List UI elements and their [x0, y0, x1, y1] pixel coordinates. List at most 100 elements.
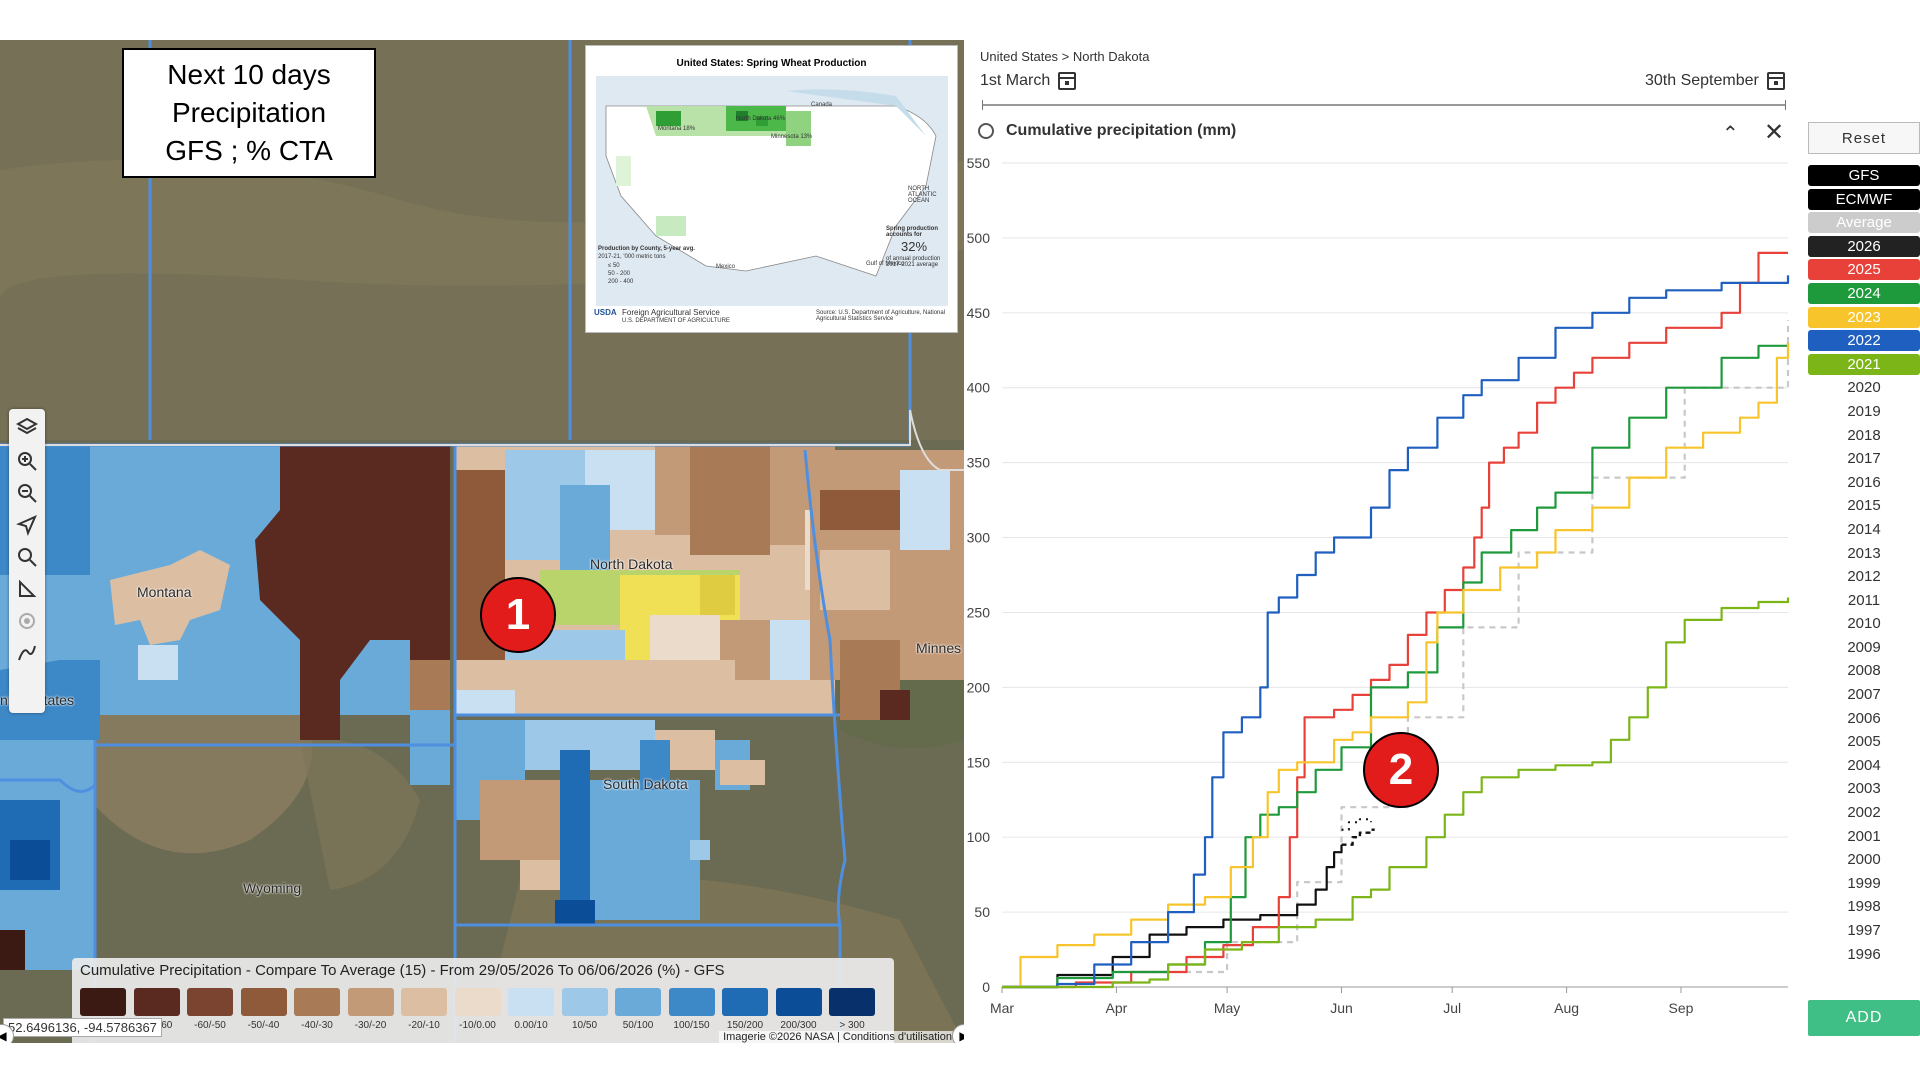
close-chart-button[interactable]: ✕ [1764, 119, 1785, 146]
label-wyoming: Wyoming [243, 880, 302, 896]
expand-right-icon[interactable]: ▶ [952, 1024, 964, 1043]
y-tick-label: 100 [967, 829, 991, 845]
legend-swatch [80, 988, 126, 1016]
start-date-field[interactable]: 1st March [980, 72, 1077, 90]
series-toggle-2013[interactable]: 2013 [1847, 544, 1881, 562]
map-view[interactable]: Next 10 days Precipitation GFS ; % CTA U… [0, 40, 964, 1043]
cumulative-precipitation-chart: 0 50 100 150 200 250 300 350 400 450 500 550 Mar Apr M… [967, 155, 1790, 1016]
series-toggle-2008[interactable]: 2008 [1847, 662, 1881, 680]
zoom-out-icon[interactable] [13, 479, 41, 507]
inset-label-atlantic: NORTH ATLANTIC OCEAN [908, 186, 937, 204]
label-south-dakota: South Dakota [603, 776, 688, 792]
legend-swatch-label: -10/0.00 [459, 1020, 496, 1031]
series-toggle-2015[interactable]: 2015 [1847, 497, 1881, 515]
measure-icon[interactable] [13, 575, 41, 603]
legend-swatch [347, 988, 394, 1016]
series-toggle-2012[interactable]: 2012 [1847, 568, 1881, 586]
series-toggle-2016[interactable]: 2016 [1847, 473, 1881, 491]
reset-button[interactable]: Reset [1808, 122, 1920, 154]
series-toggle-2004[interactable]: 2004 [1847, 756, 1881, 774]
inset-label-gulf: Gulf of Mexico [866, 261, 905, 267]
legend-swatch-label: -40/-30 [301, 1020, 333, 1031]
zoom-in-icon[interactable] [13, 447, 41, 475]
legend-swatch-label: 200/300 [780, 1020, 817, 1031]
title-line-3: GFS ; % CTA [165, 135, 333, 166]
locate-icon[interactable] [13, 511, 41, 539]
inset-title: United States: Spring Wheat Production [676, 58, 867, 69]
series-line-ecmwf [1341, 818, 1372, 831]
inset-legend-item: 200 - 400 [608, 279, 634, 285]
inset-agency-sub: U.S. DEPARTMENT OF AGRICULTURE [622, 318, 730, 324]
collapse-chart-button[interactable]: ⌃ [1722, 123, 1739, 145]
series-toggle-1998[interactable]: 1998 [1847, 898, 1881, 916]
series-toggle-2000[interactable]: 2000 [1847, 851, 1881, 869]
series-toggle-2006[interactable]: 2006 [1847, 709, 1881, 727]
y-tick-label: 300 [967, 530, 991, 546]
draw-path-icon[interactable] [13, 639, 41, 667]
legend-swatch-label: -60/-50 [194, 1020, 226, 1031]
inset-agency: Foreign Agricultural Service [622, 308, 720, 317]
series-toggle-2014[interactable]: 2014 [1847, 520, 1881, 538]
collapse-left-icon[interactable]: ◀ [0, 1024, 14, 1043]
end-date-label: 30th September [1645, 72, 1759, 89]
search-icon[interactable] [13, 543, 41, 571]
x-tick-label: Jun [1330, 1000, 1353, 1016]
legend-swatch [133, 988, 180, 1016]
breadcrumb[interactable]: United States > North Dakota [980, 49, 1150, 64]
add-button[interactable]: ADD [1808, 1000, 1920, 1036]
series-toggle-2001[interactable]: 2001 [1847, 827, 1881, 845]
series-line-2025 [1002, 251, 1788, 989]
series-toggle-gfs[interactable]: GFS [1808, 165, 1920, 186]
series-toggle-2024[interactable]: 2024 [1808, 282, 1920, 304]
series-toggle-2018[interactable]: 2018 [1847, 426, 1881, 444]
legend-swatch-label: 100/150 [673, 1020, 710, 1031]
series-toggle-2009[interactable]: 2009 [1847, 638, 1881, 656]
date-range-slider[interactable] [982, 100, 1786, 110]
slider-handle-end[interactable] [1785, 100, 1786, 110]
legend-swatch [454, 988, 501, 1016]
series-toggle-2011[interactable]: 2011 [1847, 591, 1881, 609]
series-toggle-2003[interactable]: 2003 [1847, 780, 1881, 798]
series-line-2024 [1002, 342, 1790, 989]
label-montana: Montana [137, 584, 192, 600]
series-toggle-2010[interactable]: 2010 [1847, 615, 1881, 633]
series-toggle-1996[interactable]: 1996 [1847, 945, 1881, 963]
series-toggle-2020[interactable]: 2020 [1847, 379, 1881, 397]
label-north-dakota: North Dakota [590, 556, 673, 572]
legend-swatch [829, 988, 875, 1016]
series-toggle-2023[interactable]: 2023 [1808, 306, 1920, 328]
series-toggle-average[interactable]: Average [1808, 212, 1920, 234]
series-toggle-2021[interactable]: 2021 [1808, 353, 1920, 375]
x-tick-label: Aug [1554, 1000, 1579, 1016]
series-toggle-ecmwf[interactable]: ECMWF [1808, 188, 1920, 210]
inset-legend-title: Production by County, 5-year avg. [598, 246, 695, 252]
y-tick-label: 150 [967, 754, 991, 770]
x-tick-label: Jul [1443, 1000, 1461, 1016]
series-toggle-2026[interactable]: 2026 [1808, 235, 1920, 257]
target-icon[interactable] [13, 607, 41, 635]
legend-swatch-label: 150/200 [726, 1020, 764, 1031]
legend-swatch-label: -30/-20 [354, 1020, 387, 1031]
calendar-icon[interactable] [1058, 72, 1077, 90]
series-line-average [1002, 320, 1790, 989]
inset-source: Source: U.S. Department of Agriculture, … [816, 310, 946, 322]
south-dakota-region [455, 720, 765, 925]
end-date-field[interactable]: 30th September [1645, 72, 1785, 90]
series-toggle-2022[interactable]: 2022 [1808, 330, 1920, 352]
slider-handle-start[interactable] [982, 100, 983, 110]
series-toggle-1999[interactable]: 1999 [1847, 874, 1881, 892]
series-toggle-1997[interactable]: 1997 [1847, 922, 1881, 939]
series-toggle-2002[interactable]: 2002 [1847, 804, 1881, 822]
layers-icon[interactable] [13, 413, 41, 441]
inset-label-mexico: Mexico [716, 264, 736, 270]
series-toggle-2019[interactable]: 2019 [1847, 402, 1881, 420]
calendar-icon[interactable] [1766, 72, 1785, 90]
legend-swatch [775, 988, 822, 1016]
series-toggle-2025[interactable]: 2025 [1808, 259, 1920, 281]
series-line-2021 [1002, 597, 1790, 989]
inset-us-map [596, 76, 948, 306]
series-toggle-2007[interactable]: 2007 [1847, 686, 1881, 704]
series-toggle-2005[interactable]: 2005 [1847, 733, 1881, 751]
series-toggle-2017[interactable]: 2017 [1847, 450, 1881, 468]
map-attribution[interactable]: Imagerie ©2026 NASA | Conditions d'utili… [719, 1031, 956, 1043]
